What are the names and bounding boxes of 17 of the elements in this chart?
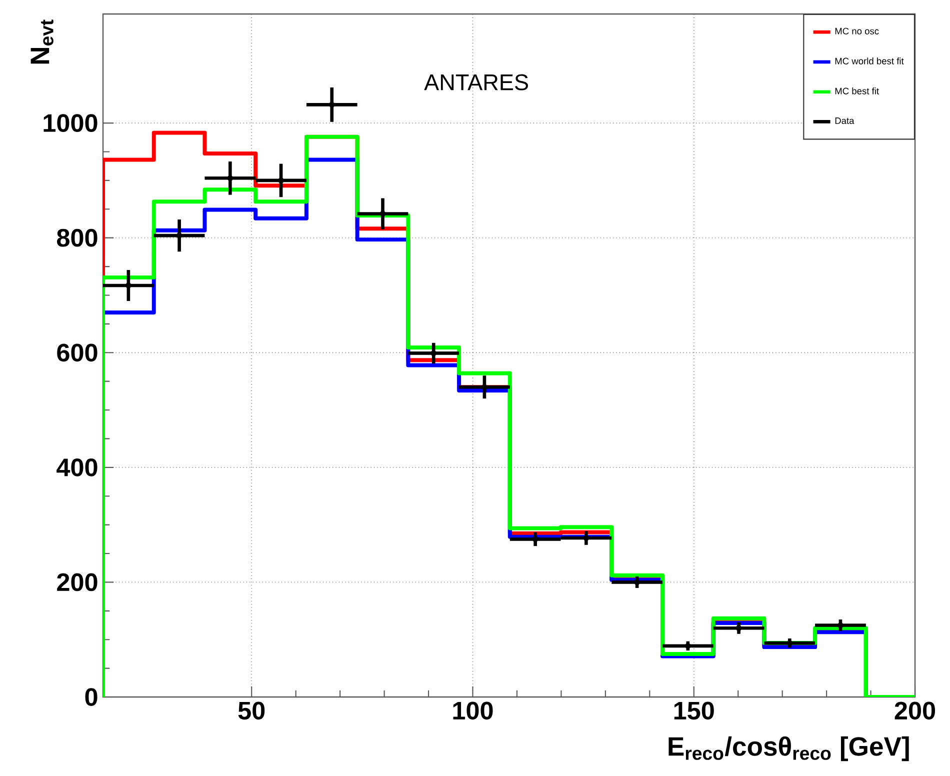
- x-tick-label: 50: [238, 702, 265, 720]
- y-tick-label: 200: [57, 573, 98, 592]
- x-tick-label: 200: [894, 702, 936, 720]
- legend-label: MC best fit: [835, 88, 879, 94]
- x-tick-label: 150: [674, 702, 714, 720]
- x-tick-label: 100: [453, 702, 493, 720]
- y-tick-label: 0: [85, 688, 98, 706]
- y-tick-label: 800: [56, 228, 98, 247]
- legend-label: MC world best fit: [835, 58, 904, 64]
- legend-label: MC no osc: [835, 28, 879, 34]
- y-tick-label: 400: [56, 458, 98, 476]
- y-tick-label: 600: [57, 344, 98, 362]
- annotation: ANTARES: [424, 74, 528, 90]
- y-axis-title: N$_{evt}$: [30, 20, 54, 64]
- x-axis-title: E$_{reco}$/cosθ$_{reco}$ [GeV]: [668, 736, 909, 762]
- y-tick-label: 1000: [44, 114, 98, 132]
- legend-label: Data: [835, 118, 854, 124]
